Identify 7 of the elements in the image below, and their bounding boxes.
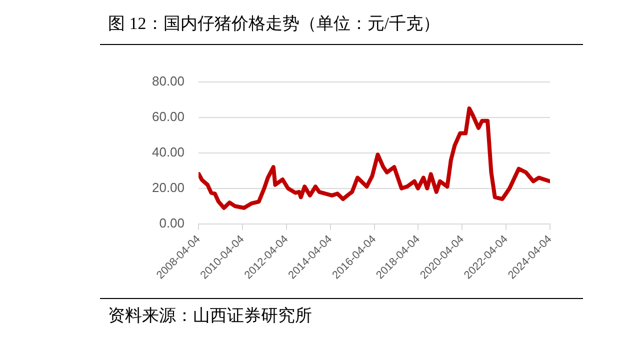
y-tick-label: 60.00 bbox=[152, 108, 185, 124]
text: 资料来源：山西证券研究所 bbox=[108, 305, 312, 327]
chart-title: 图 12：国内仔猪价格走势（单位：元/千克） bbox=[108, 13, 440, 35]
y-tick-label: 20.00 bbox=[152, 180, 185, 195]
y-tick-label: 40.00 bbox=[152, 144, 185, 160]
y-tick-label: 80.00 bbox=[152, 73, 185, 88]
y-tick-label: 0.00 bbox=[159, 215, 185, 230]
